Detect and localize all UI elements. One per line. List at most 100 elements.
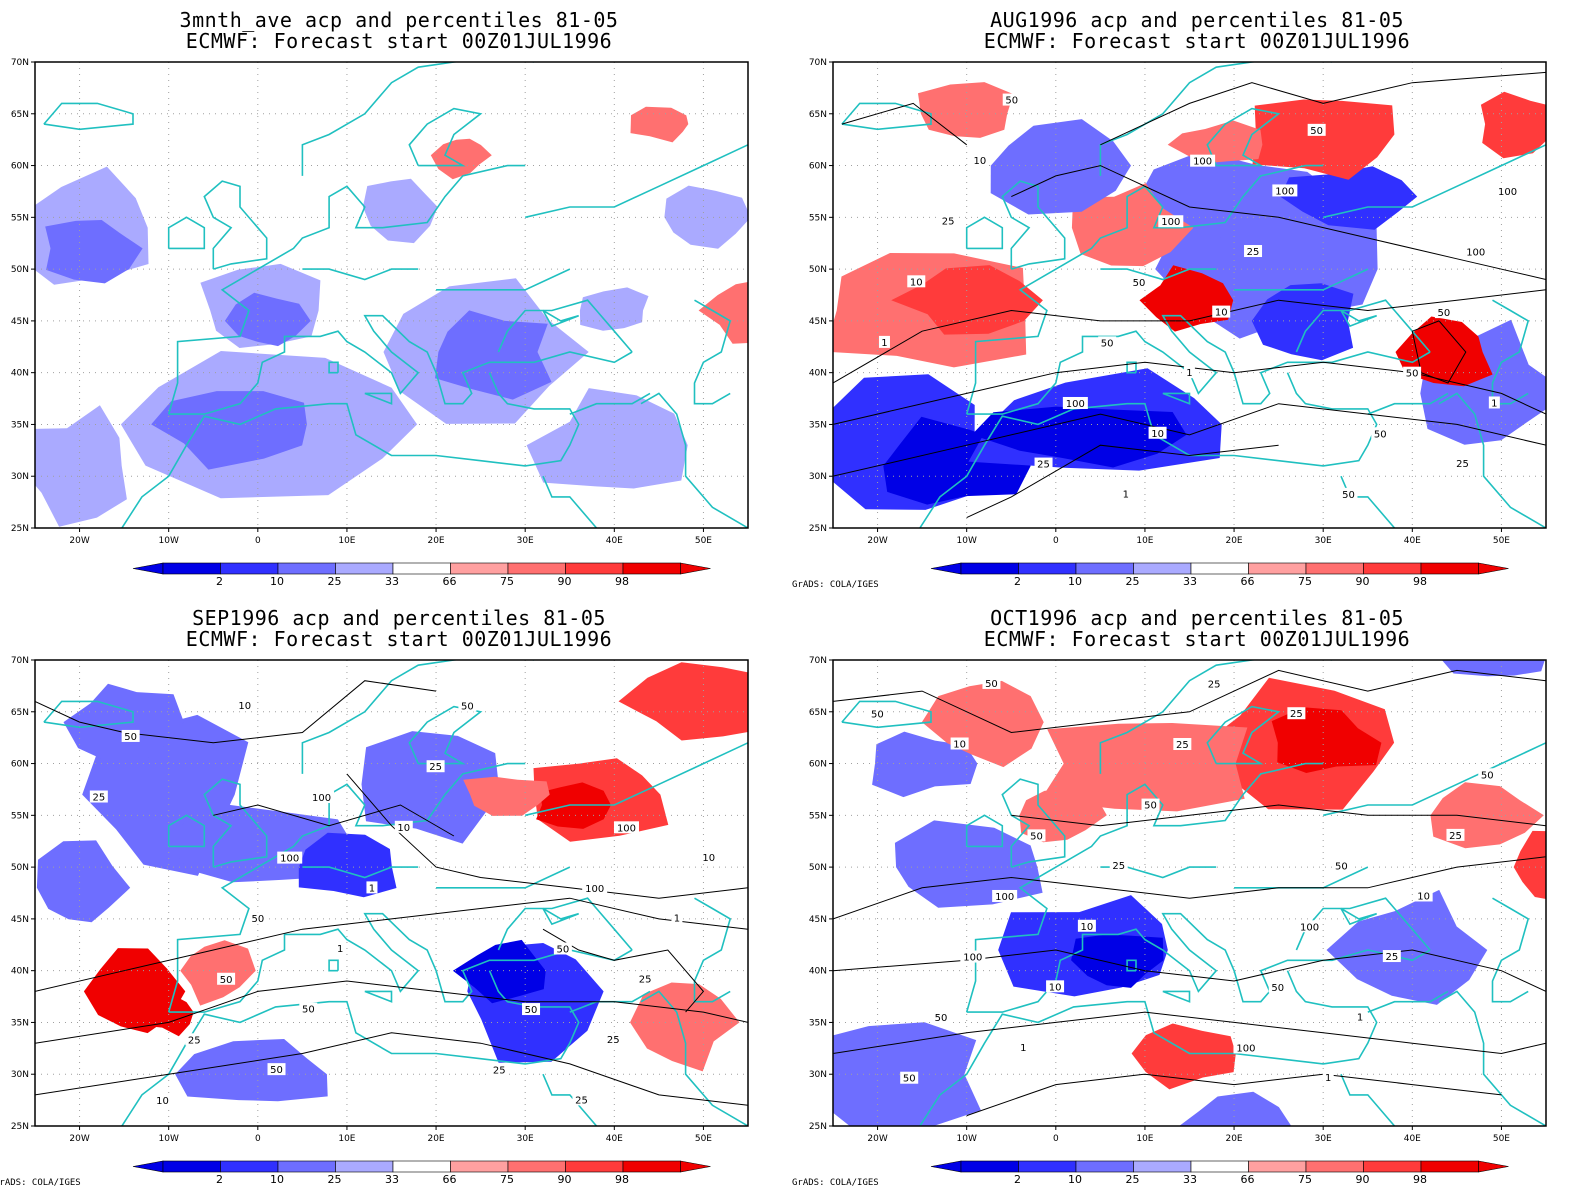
contour-label: 50: [1030, 831, 1043, 842]
coastline: [301, 62, 535, 176]
contour-label: 25: [575, 1095, 588, 1106]
contour-line: [35, 680, 437, 744]
y-tick-label: 55N: [809, 811, 827, 821]
contour-label: 25: [1037, 460, 1050, 471]
contour-label: 25: [942, 217, 955, 228]
contour-line: [1100, 71, 1546, 146]
contour-label-bg: [1046, 980, 1065, 993]
contour-line: [346, 773, 748, 899]
contour-label: 10: [1151, 429, 1164, 440]
colorbar-segment: [1420, 562, 1479, 575]
contour-label: 50: [1271, 983, 1284, 994]
colorbar-label: 75: [1298, 575, 1312, 588]
contour-label-bg: [1382, 950, 1401, 963]
coastline: [1438, 392, 1546, 528]
colorbar-segment: [1420, 1160, 1479, 1173]
percentile-area: [918, 82, 1014, 138]
colorbar-label: 25: [1126, 1173, 1140, 1186]
contour-label: 50: [302, 1005, 315, 1016]
y-tick-label: 65N: [809, 708, 827, 718]
percentile-area: [894, 820, 1043, 908]
percentile-area: [526, 388, 688, 489]
y-tick-label: 50N: [11, 265, 29, 275]
contour-label: 100: [1300, 922, 1319, 933]
y-tick-label: 70N: [809, 58, 827, 68]
map-area: [35, 62, 748, 528]
contour-label-bg: [868, 707, 887, 720]
contour-label: 1: [1491, 398, 1497, 409]
contour-label-bg: [1453, 457, 1472, 470]
coastline: [1234, 268, 1369, 291]
contour-label-bg: [153, 1093, 172, 1106]
contour-label: 50: [871, 710, 884, 721]
x-tick-label: 40E: [606, 1134, 623, 1144]
colorbar-arrow-left: [132, 562, 164, 575]
contour-label-bg: [267, 1063, 286, 1076]
percentile-area: [175, 1039, 328, 1102]
contour-label-bg: [1478, 768, 1497, 781]
percentile-area: [463, 776, 550, 816]
colorbar-segment: [335, 1160, 394, 1173]
contour-line: [35, 980, 748, 1044]
y-tick-label: 60N: [809, 162, 827, 172]
percentile-area: [1040, 723, 1248, 812]
colorbar: 2 10 25 33 66 75 90 98: [132, 1160, 711, 1186]
contour-label: 25: [1176, 740, 1189, 751]
contour-label: 100: [585, 884, 604, 895]
contour-label-bg: [1434, 306, 1453, 319]
y-tick-label: 25N: [809, 1122, 827, 1132]
coastline: [167, 814, 206, 848]
colorbar-segment: [565, 562, 624, 575]
coastline: [203, 778, 268, 868]
percentile-area: [430, 138, 492, 180]
contour-label-bg: [1212, 305, 1231, 318]
coastline: [525, 144, 748, 219]
contour-label-bg: [299, 1002, 318, 1015]
coastline: [302, 268, 419, 281]
colorbar-label: 66: [1241, 1173, 1255, 1186]
contour-label: 50: [1101, 338, 1114, 349]
contour-line: [833, 669, 1546, 734]
percentile-area: [1019, 787, 1107, 843]
coastline: [1126, 959, 1137, 972]
percentile-area: [630, 982, 740, 1072]
contour-label: 50: [1005, 96, 1018, 107]
percentile-area: [224, 292, 311, 347]
percentile-area: [298, 832, 397, 898]
x-tick-label: 20W: [69, 1134, 89, 1144]
contour-label-bg: [939, 214, 958, 227]
grads-credit: GrADS: COLA/IGES: [0, 1178, 81, 1188]
x-tick-label: 20W: [867, 1134, 887, 1144]
coastline: [1340, 309, 1377, 328]
coastline: [1162, 990, 1191, 1003]
colorbar: 2 10 25 33 66 75 90 98: [930, 1160, 1509, 1186]
contour-line: [1011, 804, 1546, 827]
contour-label-bg: [1062, 396, 1088, 409]
colorbar-label: 10: [1068, 1173, 1082, 1186]
colorbar-segment: [1018, 1160, 1077, 1173]
y-tick-label: 40N: [809, 967, 827, 977]
y-tick-label: 70N: [11, 656, 29, 666]
contour-label-bg: [878, 335, 890, 348]
contour-label: 25: [1208, 679, 1221, 690]
contour-label-bg: [1297, 920, 1323, 933]
contour-label-bg: [1322, 1071, 1334, 1084]
contour-label-bg: [248, 912, 267, 925]
coastline: [569, 392, 651, 415]
contour-label: 10: [238, 701, 251, 712]
colorbar-label: 90: [558, 575, 572, 588]
coastline: [436, 866, 571, 889]
colorbar-segment: [450, 562, 509, 575]
coastline: [542, 309, 579, 328]
contour-label-bg: [1129, 275, 1148, 288]
x-tick-label: 0: [1053, 1134, 1059, 1144]
percentile-area: [1326, 889, 1488, 1005]
colorbar-label: 2: [216, 1173, 223, 1186]
contour-line: [966, 444, 1279, 519]
colorbar-segment: [622, 1160, 681, 1173]
coastline: [1001, 180, 1066, 270]
x-tick-label: 0: [255, 536, 261, 546]
coastline: [965, 216, 1004, 250]
y-tick-label: 65N: [809, 110, 827, 120]
contour-label: 50: [252, 914, 265, 925]
